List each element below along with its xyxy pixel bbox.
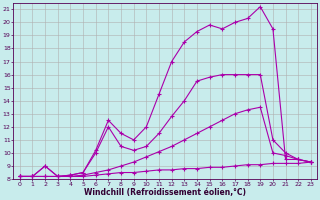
X-axis label: Windchill (Refroidissement éolien,°C): Windchill (Refroidissement éolien,°C) <box>84 188 246 197</box>
